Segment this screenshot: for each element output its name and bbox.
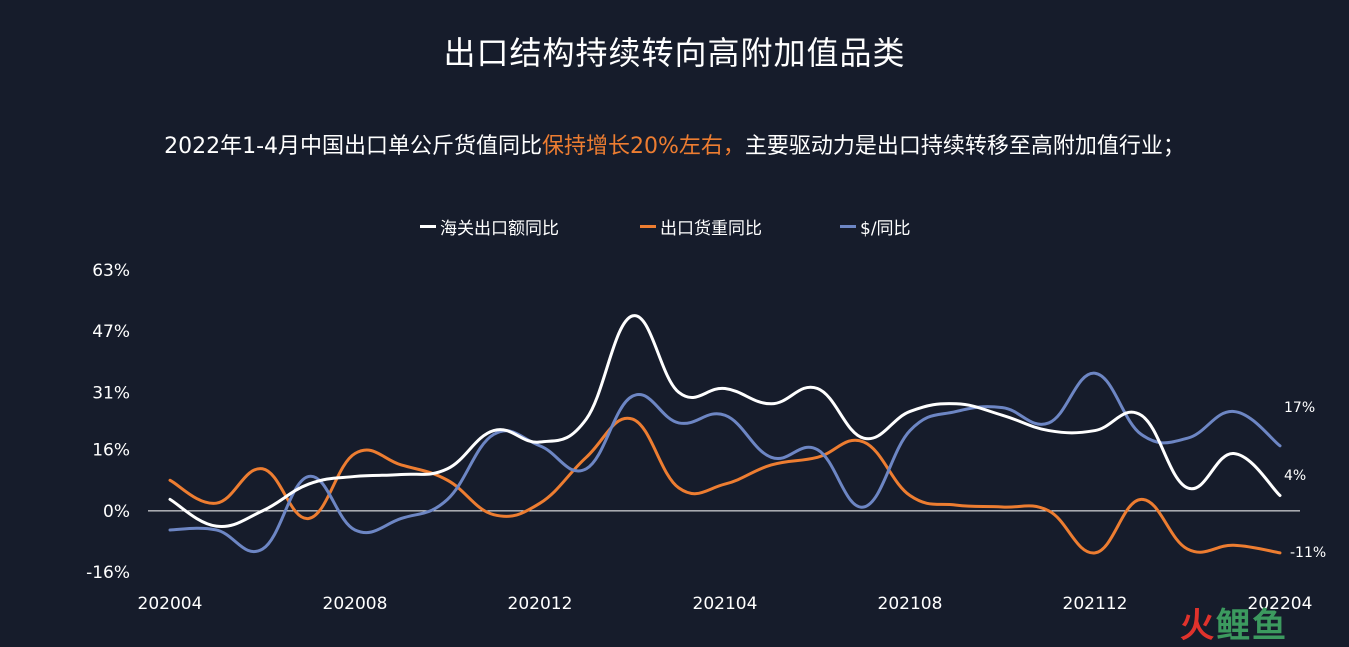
legend-label: $/同比 [860,219,911,239]
end-data-label: 17% [1284,400,1315,416]
legend-item-unit-value: $/同比 [840,214,911,239]
legend-swatch-orange [640,225,656,228]
legend-swatch-blue [840,225,856,228]
x-tick-label: 202112 [1063,594,1128,614]
legend-item-export-weight: 出口货重同比 [640,214,762,239]
x-tick-label: 202108 [878,594,943,614]
subtitle-suffix: 主要驱动力是出口持续转移至高附加值行业； [744,134,1185,159]
chart-subtitle: 2022年1-4月中国出口单公斤货值同比保持增长20%左右，主要驱动力是出口持续… [0,128,1349,160]
legend-item-export-value: 海关出口额同比 [420,214,559,239]
end-data-label: -11% [1290,545,1326,561]
x-tick-label: 202204 [1248,594,1313,614]
series-line [168,314,1282,528]
series-line [168,371,1282,553]
legend-label: 出口货重同比 [660,219,762,239]
y-tick-label: 0% [103,502,130,522]
x-tick-label: 202104 [693,594,758,614]
y-tick-label: 63% [92,261,130,281]
y-tick-label: 31% [92,383,130,403]
series-line [168,416,1282,555]
x-tick-label: 202012 [508,594,573,614]
end-data-label: 4% [1284,468,1306,484]
y-tick-label: -16% [86,563,130,583]
x-tick-label: 202004 [138,594,203,614]
x-tick-label: 202008 [323,594,388,614]
y-tick-label: 16% [92,441,130,461]
y-tick-label: 47% [92,322,130,342]
chart-title: 出口结构持续转向高附加值品类 [443,34,906,72]
subtitle-highlight: 保持增长20%左右， [542,134,745,159]
legend-label: 海关出口额同比 [440,219,559,239]
chart-legend: 海关出口额同比 出口货重同比 $/同比 [0,214,1349,240]
legend-swatch-white [420,225,436,228]
watermark-logo: 火鲤鱼 [1180,606,1288,646]
subtitle-prefix: 2022年1-4月中国出口单公斤货值同比 [164,134,542,159]
